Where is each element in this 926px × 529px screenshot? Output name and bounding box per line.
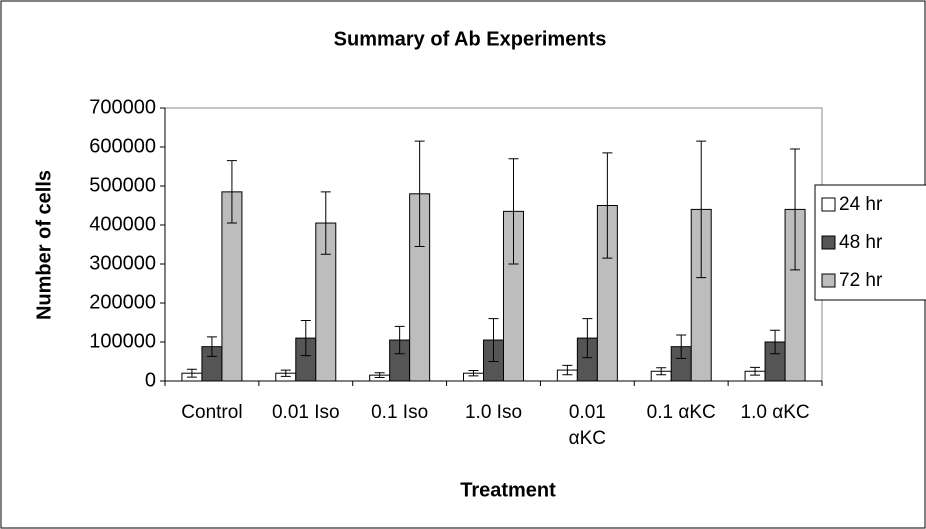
y-tick-label: 100000 <box>89 330 156 352</box>
error-bar <box>750 366 761 376</box>
legend-swatch <box>821 197 836 212</box>
y-tick-label: 600000 <box>89 135 156 157</box>
error-bar <box>186 368 197 378</box>
legend-label: 72 hr <box>839 270 883 291</box>
x-tick-label: 0.01 αKC <box>568 402 607 449</box>
error-bar <box>374 372 385 378</box>
error-bar <box>206 336 217 357</box>
error-bar <box>790 148 801 271</box>
error-bar <box>676 334 687 359</box>
y-tick-label: 500000 <box>89 174 156 196</box>
x-tick-label: 1.0 Iso <box>464 402 523 423</box>
x-tick-label: Control <box>181 402 243 423</box>
x-tick-label: 0.1 αKC <box>646 402 716 423</box>
y-tick-label: 300000 <box>89 252 156 274</box>
y-tick-label: 0 <box>145 369 156 391</box>
error-bar <box>280 369 291 377</box>
y-axis-label: Number of cells <box>33 170 55 320</box>
x-tick-label: 0.1 Iso <box>371 402 429 423</box>
y-tick-label: 700000 <box>89 96 156 118</box>
error-bar <box>696 140 707 279</box>
x-axis-label: Treatment <box>460 479 556 501</box>
error-bar <box>226 160 237 224</box>
legend-swatch <box>821 235 836 250</box>
legend-swatch <box>821 273 836 288</box>
error-bar <box>562 364 573 376</box>
error-bar <box>602 152 613 259</box>
x-tick-label: 0.01 Iso <box>271 402 340 423</box>
x-tick-label: 1.0 αKC <box>740 402 810 423</box>
error-bar <box>414 140 425 247</box>
chart-title: Summary of Ab Experiments <box>334 28 607 50</box>
error-bar <box>488 318 499 362</box>
y-tick-label: 400000 <box>89 213 156 235</box>
error-bar <box>770 329 781 355</box>
error-bar <box>320 191 331 255</box>
error-bar <box>508 158 519 265</box>
error-bar <box>468 369 479 377</box>
legend-label: 48 hr <box>839 232 883 253</box>
error-bar <box>394 325 405 355</box>
legend-label: 24 hr <box>839 194 883 215</box>
error-bar <box>582 318 593 359</box>
y-tick-label: 200000 <box>89 291 156 313</box>
error-bar <box>656 367 667 376</box>
error-bar <box>300 320 311 357</box>
